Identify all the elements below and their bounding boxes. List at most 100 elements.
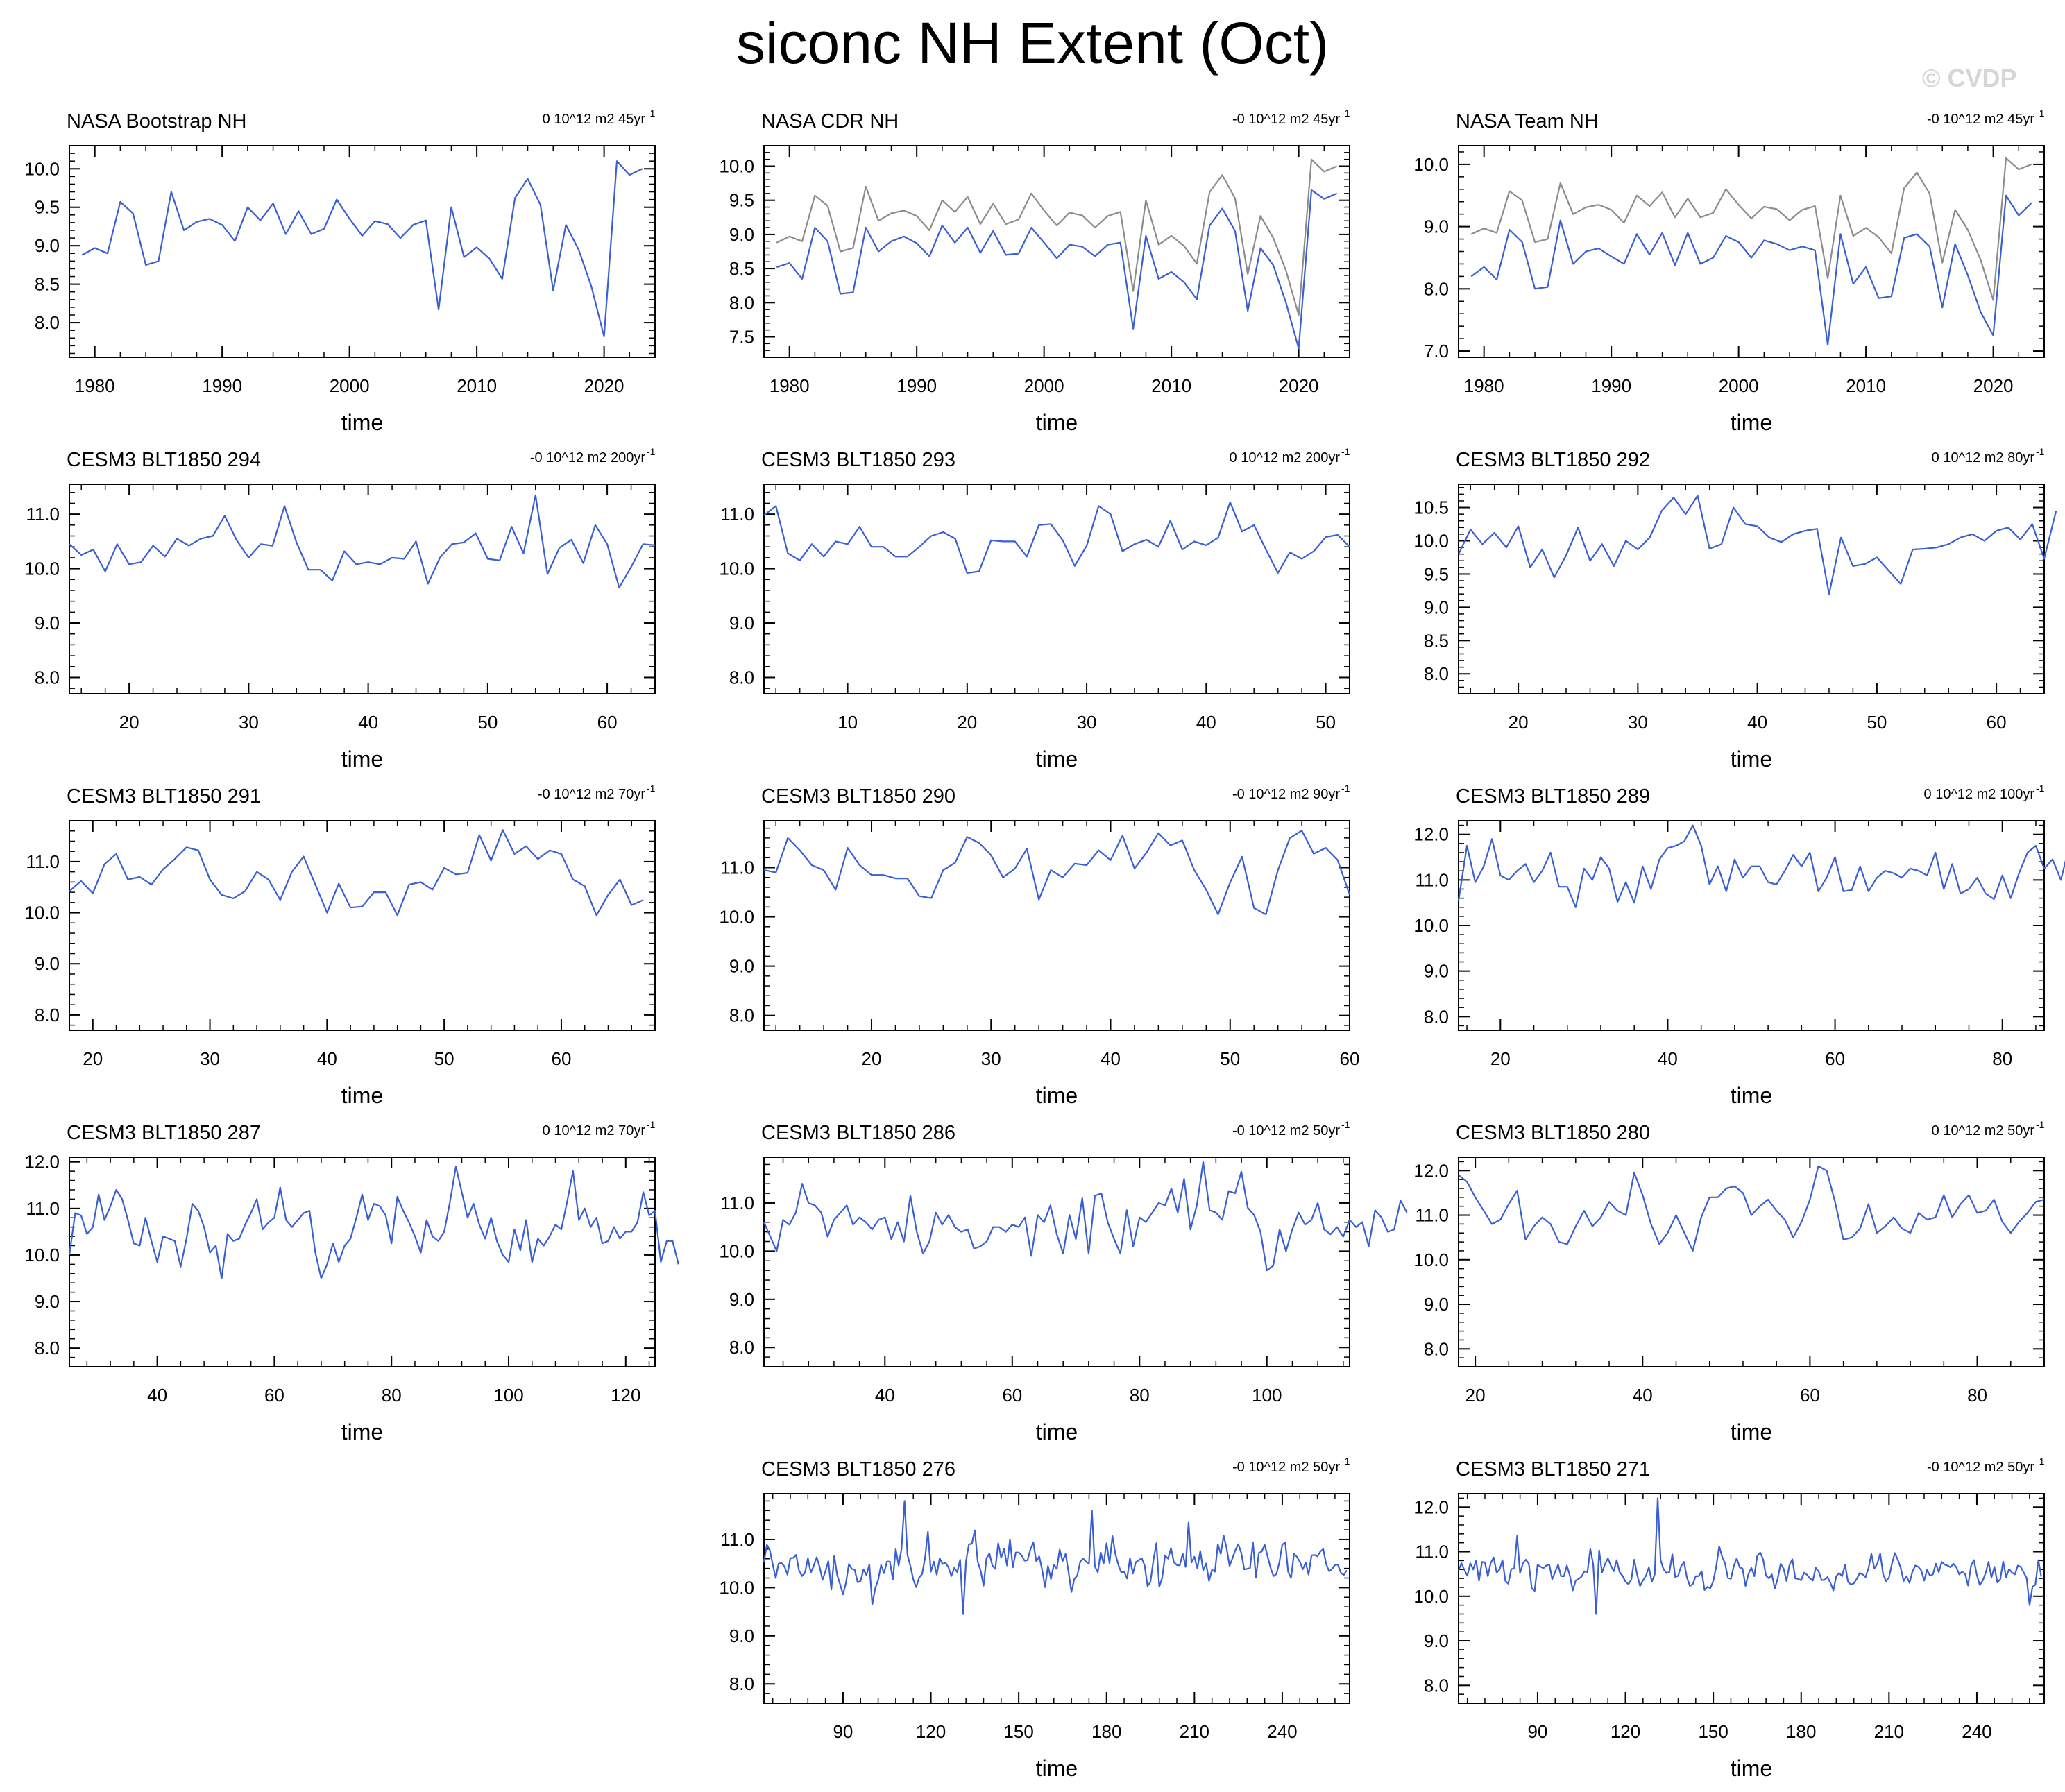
y-tick-label: 9.0 <box>729 224 754 245</box>
plot-frame <box>1458 820 2045 1031</box>
plot-frame <box>69 1157 656 1367</box>
x-tick-label: 60 <box>1800 1385 1820 1406</box>
plot-frame <box>1458 484 2045 694</box>
trend-label-superscript: -1 <box>2036 446 2045 457</box>
y-tick-label: 10.0 <box>719 558 754 579</box>
series-line <box>763 1500 1348 1615</box>
panel-title: CESM3 BLT1850 271 <box>1456 1458 1650 1480</box>
panel-title: CESM3 BLT1850 291 <box>67 785 261 808</box>
x-axis-label: time <box>1036 1083 1078 1108</box>
y-tick-label: 9.0 <box>35 235 60 256</box>
y-tick-label: 12.0 <box>1413 1160 1449 1181</box>
panel: 8.0 9.0 10.0 11.0 20 30 40 50 60 CESM3 BLT1850 29… <box>24 446 656 771</box>
x-tick-label: 20 <box>83 1048 103 1069</box>
series-line <box>81 160 643 338</box>
trend-label: -0 10^12 m2 50yr <box>1232 1460 1340 1475</box>
plot-frame <box>69 145 656 358</box>
x-tick-label: 1990 <box>896 375 937 396</box>
x-tick-label: 90 <box>833 1721 853 1742</box>
series-line <box>776 189 1338 350</box>
x-tick-label: 1980 <box>770 375 810 396</box>
panel: 8.0 9.0 10.0 11.0 10 20 30 40 50 CESM3 BLT1850 29… <box>719 446 1350 771</box>
x-axis-label: time <box>1036 410 1078 435</box>
series-line <box>1470 194 2032 346</box>
trend-label-superscript: -1 <box>1341 446 1350 457</box>
x-tick-label: 20 <box>1465 1385 1486 1406</box>
x-tick-label: 30 <box>981 1048 1001 1069</box>
x-tick-label: 120 <box>611 1385 640 1406</box>
y-tick-label: 11.0 <box>26 1198 60 1219</box>
y-tick-label: 8.0 <box>729 667 754 688</box>
y-tick-label: 12.0 <box>24 1152 60 1172</box>
x-axis-label: time <box>1036 746 1078 771</box>
trend-label: -0 10^12 m2 50yr <box>1232 1123 1340 1138</box>
x-tick-label: 40 <box>1196 712 1216 733</box>
y-tick-label: 9.0 <box>729 1625 754 1646</box>
x-tick-label: 80 <box>1967 1385 1987 1406</box>
x-tick-label: 30 <box>239 712 259 733</box>
x-tick-label: 1990 <box>1591 375 1631 396</box>
y-tick-label: 9.0 <box>35 613 60 633</box>
y-tick-label: 9.0 <box>1424 216 1449 237</box>
y-tick-label: 9.5 <box>729 190 754 211</box>
y-tick-label: 10.0 <box>1413 154 1449 175</box>
trend-label-superscript: -1 <box>1341 1119 1350 1130</box>
y-tick-label: 9.0 <box>35 1291 60 1312</box>
panel-title: CESM3 BLT1850 289 <box>1456 785 1650 808</box>
y-tick-label: 10.0 <box>1413 915 1449 936</box>
y-tick-label: 9.0 <box>1424 961 1449 982</box>
x-tick-label: 50 <box>1867 712 1887 733</box>
y-tick-label: 8.0 <box>1424 1338 1449 1359</box>
plot-frame <box>763 484 1350 694</box>
y-tick-label: 11.0 <box>1415 1542 1449 1562</box>
x-tick-label: 2000 <box>1024 375 1064 396</box>
x-tick-label: 50 <box>1316 712 1336 733</box>
panel-title: CESM3 BLT1850 287 <box>67 1122 261 1144</box>
panel-title: NASA CDR NH <box>761 110 899 133</box>
trend-label: -0 10^12 m2 200yr <box>530 450 645 466</box>
x-tick-label: 2000 <box>330 375 370 396</box>
trend-label: 0 10^12 m2 45yr <box>543 112 646 127</box>
trend-label-superscript: -1 <box>1341 783 1350 794</box>
x-tick-label: 210 <box>1874 1721 1904 1742</box>
x-tick-label: 40 <box>1633 1385 1653 1406</box>
y-tick-label: 11.0 <box>720 1529 754 1550</box>
x-tick-label: 80 <box>1130 1385 1150 1406</box>
panel-title: CESM3 BLT1850 290 <box>761 785 955 808</box>
y-tick-label: 9.0 <box>729 956 754 977</box>
y-tick-label: 8.0 <box>1424 663 1449 684</box>
y-tick-label: 8.0 <box>1424 1006 1449 1027</box>
x-tick-label: 180 <box>1091 1721 1121 1742</box>
x-axis-label: time <box>1036 1419 1078 1444</box>
panel: 8.0 9.0 10.0 11.0 12.0 20 40 60 80 CESM3 BLT1850 … <box>1413 1119 2045 1444</box>
trend-label-superscript: -1 <box>2036 1119 2045 1130</box>
series-line <box>763 1161 1408 1272</box>
trend-label: -0 10^12 m2 45yr <box>1927 112 2034 127</box>
y-tick-label: 8.5 <box>1424 630 1449 651</box>
x-axis-label: time <box>341 410 383 435</box>
plot-frame <box>763 1157 1350 1367</box>
x-tick-label: 240 <box>1267 1721 1297 1742</box>
x-tick-label: 120 <box>916 1721 946 1742</box>
y-tick-label: 10.0 <box>1413 1249 1449 1270</box>
panel-title: NASA Team NH <box>1456 110 1599 133</box>
y-tick-label: 7.5 <box>729 326 754 347</box>
x-tick-label: 2010 <box>1151 375 1191 396</box>
panel: 8.0 8.5 9.0 9.5 10.0 1980 1990 2000 2010 2020 NASA… <box>24 108 656 435</box>
panel: 8.0 9.0 10.0 11.0 12.0 20 40 60 80 CESM3 BLT1850 … <box>1413 783 2065 1108</box>
x-tick-label: 50 <box>434 1048 454 1069</box>
x-tick-label: 210 <box>1180 1721 1209 1742</box>
trend-label-superscript: -1 <box>647 108 656 119</box>
series-line <box>69 494 656 589</box>
x-tick-label: 20 <box>862 1048 882 1069</box>
series-line <box>69 829 644 916</box>
x-tick-label: 60 <box>551 1048 571 1069</box>
panel: 8.0 9.0 10.0 11.0 40 60 80 100 CESM3 BLT1850 286… <box>719 1119 1408 1444</box>
x-axis-label: time <box>341 746 383 771</box>
y-tick-label: 10.0 <box>719 1577 754 1598</box>
x-tick-label: 40 <box>875 1385 895 1406</box>
y-tick-label: 11.0 <box>720 1193 754 1213</box>
y-tick-label: 10.5 <box>1413 497 1449 518</box>
x-tick-label: 1990 <box>202 375 242 396</box>
panel: 8.0 8.5 9.0 9.5 10.0 10.5 20 30 40 50 60 CESM3 BLT1… <box>1413 446 2057 771</box>
